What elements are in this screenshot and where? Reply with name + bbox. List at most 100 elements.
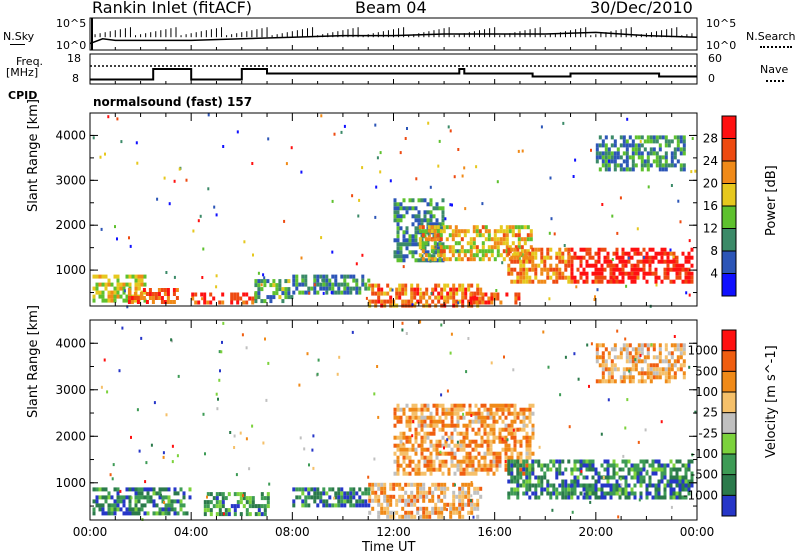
- power-cell: [116, 282, 120, 287]
- velocity-cell: [459, 415, 463, 420]
- power-cell: [128, 274, 132, 279]
- velocity-cell: [411, 443, 415, 448]
- velocity-cell: [498, 403, 502, 408]
- power-cell: [461, 287, 465, 292]
- velocity-cell: [628, 371, 632, 376]
- velocity-cell: [678, 479, 682, 484]
- velocity-scatter-cell: [176, 454, 179, 458]
- power-cell: [134, 282, 138, 287]
- power-cell: [555, 251, 559, 256]
- power-cell: [393, 206, 397, 211]
- velocity-cell: [343, 495, 347, 500]
- velocity-cell: [395, 502, 399, 507]
- power-cell: [546, 267, 550, 272]
- velocity-cell: [501, 427, 505, 432]
- power-cell: [399, 242, 403, 247]
- velocity-cell: [474, 431, 478, 436]
- velocity-scatter-cell: [624, 337, 627, 341]
- velocity-cell: [450, 439, 454, 444]
- velocity-cell: [601, 359, 605, 364]
- velocity-cell: [637, 379, 641, 384]
- power-cell: [475, 249, 479, 254]
- velocity-cell: [516, 427, 520, 432]
- velocity-cell: [402, 407, 406, 412]
- power-cell: [597, 275, 601, 280]
- power-cell: [633, 275, 637, 280]
- velocity-cell: [489, 447, 493, 452]
- velocity-cell: [651, 483, 655, 488]
- power-cell: [661, 155, 665, 160]
- power-cell: [295, 286, 299, 291]
- power-cell: [646, 139, 650, 144]
- power-colorbar-tick-label: 16: [703, 199, 718, 213]
- velocity-cell: [513, 435, 517, 440]
- velocity-cell: [266, 500, 270, 505]
- velocity-cell: [128, 507, 132, 512]
- velocity-cell: [649, 371, 653, 376]
- power-cell: [621, 271, 625, 276]
- power-cell: [436, 253, 440, 258]
- power-cell: [476, 291, 480, 296]
- velocity-cell: [483, 419, 487, 424]
- velocity-cell: [664, 347, 668, 352]
- power-scatter-cell: [548, 231, 551, 235]
- power-cell: [457, 253, 461, 258]
- velocity-cell: [603, 483, 607, 488]
- velocity-cell: [672, 479, 676, 484]
- velocity-cell: [441, 459, 445, 464]
- power-cell: [441, 210, 445, 215]
- power-cell: [143, 298, 147, 303]
- velocity-scatter-cell: [646, 469, 649, 473]
- velocity-cell: [447, 471, 451, 476]
- power-cell: [528, 279, 532, 284]
- velocity-cell: [404, 490, 408, 495]
- power-cell: [172, 300, 176, 304]
- velocity-cell: [483, 431, 487, 436]
- power-cell: [525, 251, 529, 256]
- power-scatter-cell: [679, 220, 682, 224]
- velocity-cell: [182, 495, 186, 500]
- velocity-cell: [411, 467, 415, 472]
- velocity-cell: [613, 347, 617, 352]
- power-cell: [670, 151, 674, 156]
- velocity-cell: [334, 491, 338, 496]
- velocity-cell: [203, 500, 207, 505]
- power-cell: [528, 259, 532, 264]
- power-scatter-cell: [540, 125, 543, 129]
- power-scatter-cell: [446, 237, 449, 241]
- velocity-cell: [292, 499, 296, 504]
- velocity-scatter-cell: [338, 355, 341, 359]
- power-cell: [657, 251, 661, 256]
- power-cell: [287, 291, 291, 296]
- velocity-scatter-cell: [106, 390, 109, 394]
- velocity-cell: [414, 427, 418, 432]
- velocity-cell: [528, 467, 532, 472]
- velocity-cell: [687, 459, 691, 464]
- power-cell: [601, 143, 605, 148]
- velocity-scatter-cell: [589, 500, 592, 504]
- power-cell: [579, 263, 583, 268]
- power-cell: [134, 278, 138, 283]
- power-cell: [405, 254, 409, 259]
- velocity-cell: [531, 435, 535, 440]
- velocity-cell: [495, 463, 499, 468]
- velocity-cell: [377, 502, 381, 507]
- power-cell: [687, 271, 691, 276]
- power-cell: [481, 241, 485, 246]
- power-cell: [631, 159, 635, 164]
- velocity-cell: [631, 363, 635, 368]
- power-scatter-cell: [548, 297, 551, 301]
- velocity-cell: [492, 415, 496, 420]
- velocity-cell: [319, 495, 323, 500]
- power-cell: [610, 155, 614, 160]
- velocity-cell: [564, 467, 568, 472]
- power-cell: [667, 143, 671, 148]
- power-cell: [194, 300, 198, 305]
- velocity-cell: [155, 503, 159, 508]
- power-cell: [396, 214, 400, 219]
- power-cell: [427, 225, 431, 230]
- power-cell: [561, 255, 565, 260]
- velocity-cell: [682, 371, 686, 376]
- velocity-scatter-cell: [551, 508, 554, 512]
- power-cell: [116, 294, 120, 299]
